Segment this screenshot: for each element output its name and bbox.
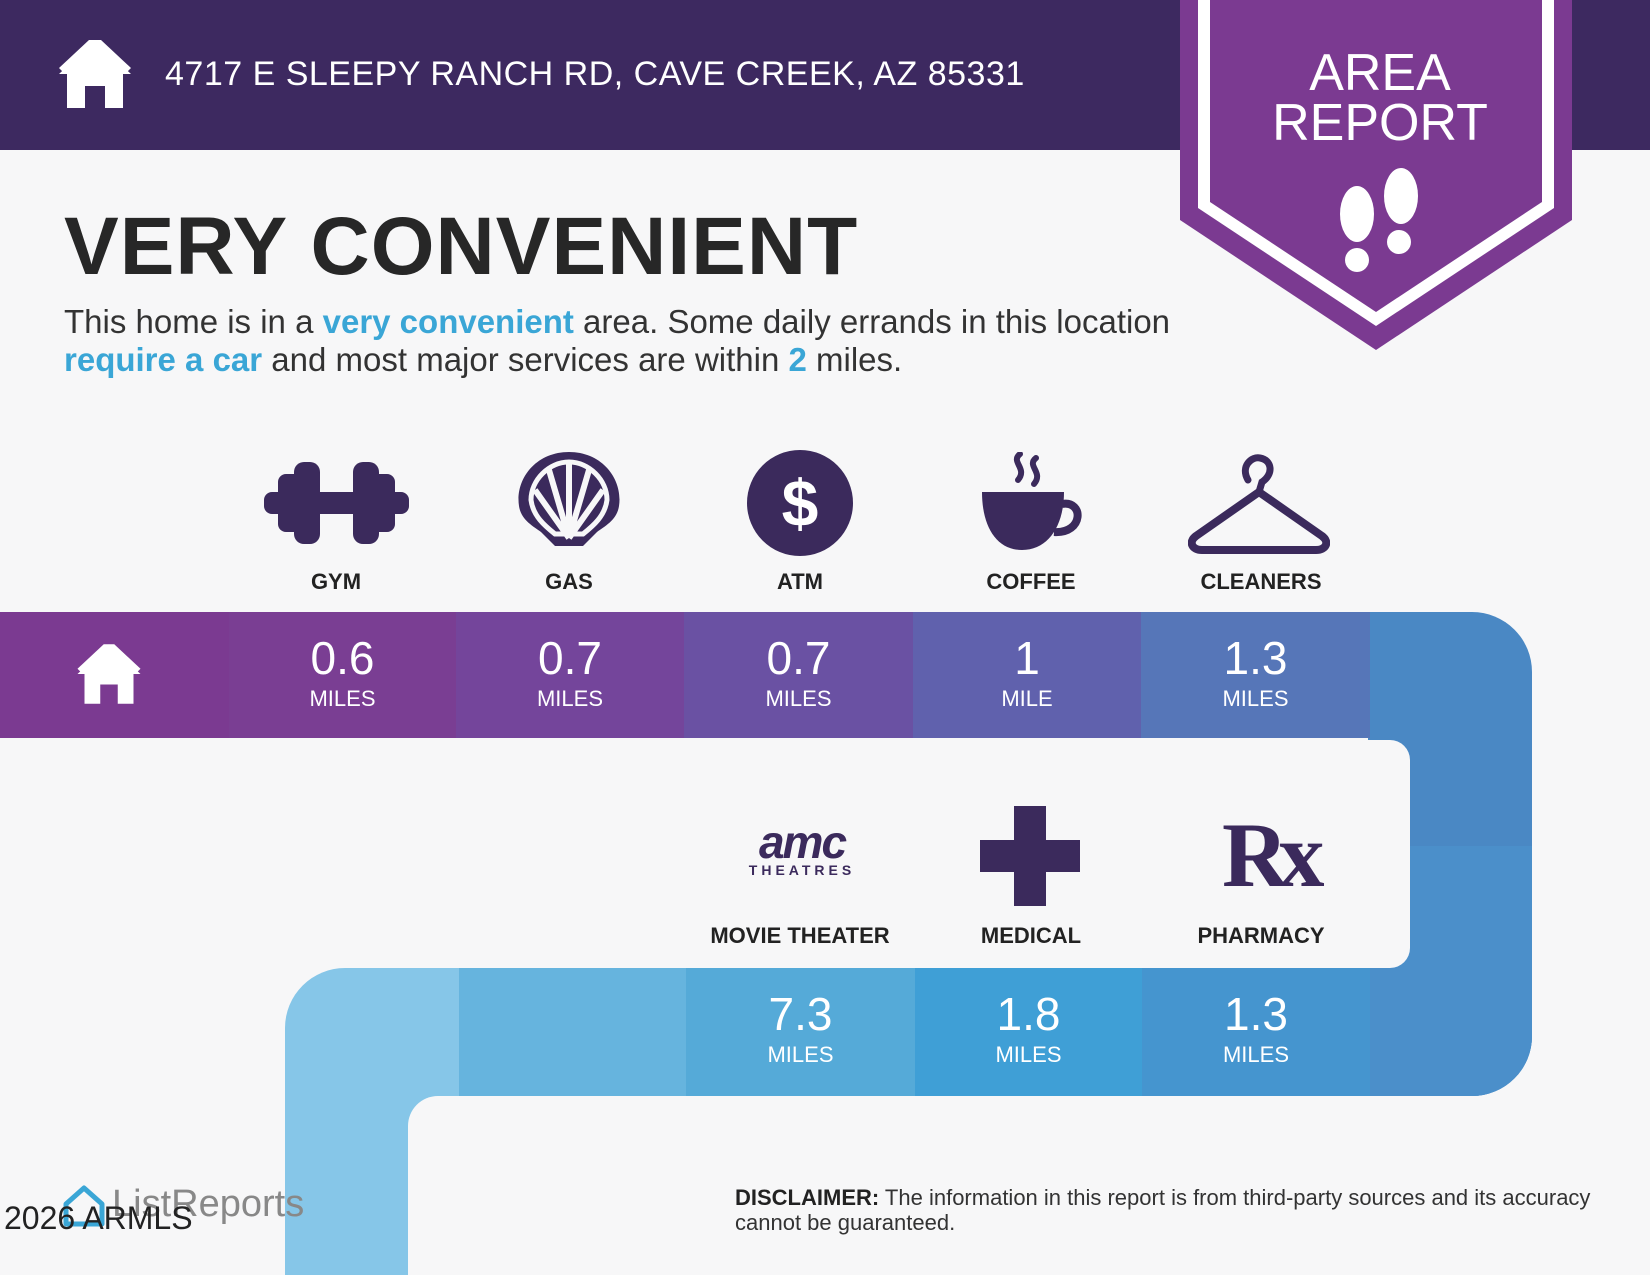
footprints-icon — [1340, 168, 1418, 272]
distance-cell-gym: 0.6 MILES — [229, 612, 456, 738]
amenity-label-gas: GAS — [545, 569, 593, 594]
distance-unit: MILE — [1001, 686, 1053, 711]
desc-text: area. Some daily errands in this locatio… — [573, 303, 1171, 340]
listreports-brand: ListReports — [112, 1183, 304, 1226]
distance-cell-coffee: 1 MILE — [913, 612, 1141, 738]
amenity-label-cleaners: CLEANERS — [1200, 569, 1322, 594]
desc-text: miles. — [806, 341, 903, 378]
distance-unit: MILES — [1222, 686, 1289, 711]
disclaimer: DISCLAIMER: The information in this repo… — [735, 1185, 1595, 1235]
distance-cell-pharmacy: 1.3 MILES — [1142, 968, 1370, 1096]
distance-value: 1 — [1014, 632, 1040, 684]
distance-cell-cleaners: 1.3 MILES — [1141, 612, 1370, 738]
distance-value: 0.7 — [766, 632, 831, 684]
path-band-segment — [459, 968, 686, 1096]
distance-value: 0.7 — [538, 632, 602, 684]
amenity-label-pharmacy: PHARMACY — [1197, 923, 1325, 948]
distance-value: 1.8 — [996, 988, 1061, 1040]
badge-line-1: AREA — [1309, 44, 1451, 102]
path-band-inner — [1230, 740, 1410, 968]
amenity-label-coffee: COFFEE — [986, 569, 1076, 594]
desc-text: and most major services are within — [262, 341, 789, 378]
distance-value: 7.3 — [768, 988, 833, 1040]
brand-text: ListReports — [112, 1183, 305, 1225]
amc-logo-subtitle: THEATRES — [748, 862, 856, 878]
desc-highlight: very convenient — [322, 303, 574, 340]
home-icon — [77, 644, 141, 704]
dollar-icon: $ — [747, 450, 853, 556]
property-address: 4717 E SLEEPY RANCH RD, CAVE CREEK, AZ 8… — [165, 55, 1025, 93]
convenience-rating: VERY CONVENIENT — [64, 201, 859, 292]
coffee-cup-icon — [982, 452, 1082, 550]
disclaimer-text: The information in this report is from t… — [735, 1185, 1591, 1235]
distance-cell-medical: 1.8 MILES — [915, 968, 1142, 1096]
rx-icon: Rx — [1222, 804, 1324, 906]
shell-icon — [518, 452, 620, 546]
distance-unit: MILES — [765, 686, 832, 711]
amenity-label-gym: GYM — [310, 569, 362, 594]
amc-theatres-logo: amc THEATRES — [740, 816, 864, 880]
desc-text: This home is in a — [64, 303, 323, 340]
distance-unit: MILES — [536, 686, 604, 711]
amenity-label-movie-theater: MOVIE THEATER — [710, 923, 890, 948]
distance-cell-atm: 0.7 MILES — [684, 612, 913, 738]
amenity-label-atm: ATM — [776, 569, 824, 594]
convenience-description: This home is in a very convenient area. … — [64, 303, 1184, 379]
path-band-lower-inner — [408, 1096, 708, 1275]
badge-line-2: REPORT — [1272, 94, 1488, 152]
home-icon — [59, 40, 131, 108]
home-cell — [0, 612, 229, 738]
distance-value: 1.3 — [1223, 632, 1288, 684]
disclaimer-label: DISCLAIMER: — [735, 1185, 880, 1210]
amenity-label-medical: MEDICAL — [980, 923, 1082, 948]
distance-cell-movie-theater: 7.3 MILES — [686, 968, 915, 1096]
distance-unit: MILES — [767, 1042, 834, 1067]
distance-value: 0.6 — [310, 632, 375, 684]
medical-cross-icon — [980, 806, 1080, 906]
desc-highlight: 2 — [788, 341, 807, 378]
path-band-end — [1370, 968, 1532, 1096]
distance-cell-gas: 0.7 MILES — [456, 612, 684, 738]
area-report-title: AREA REPORT — [1180, 44, 1580, 152]
area-report-badge — [1180, 0, 1572, 350]
desc-highlight: require a car — [64, 341, 263, 378]
hanger-icon — [1188, 454, 1330, 554]
listreports-logo-icon — [63, 1185, 105, 1227]
copyright-notice: 2026 ARMLS — [4, 1200, 193, 1236]
distance-unit: MILES — [995, 1042, 1062, 1067]
amc-logo-word: amc — [758, 816, 847, 868]
distance-unit: MILES — [309, 686, 376, 711]
distance-value: 1.3 — [1224, 988, 1288, 1040]
distance-unit: MILES — [1222, 1042, 1290, 1067]
svg-text:$: $ — [782, 466, 819, 540]
dumbbell-icon — [264, 462, 409, 544]
